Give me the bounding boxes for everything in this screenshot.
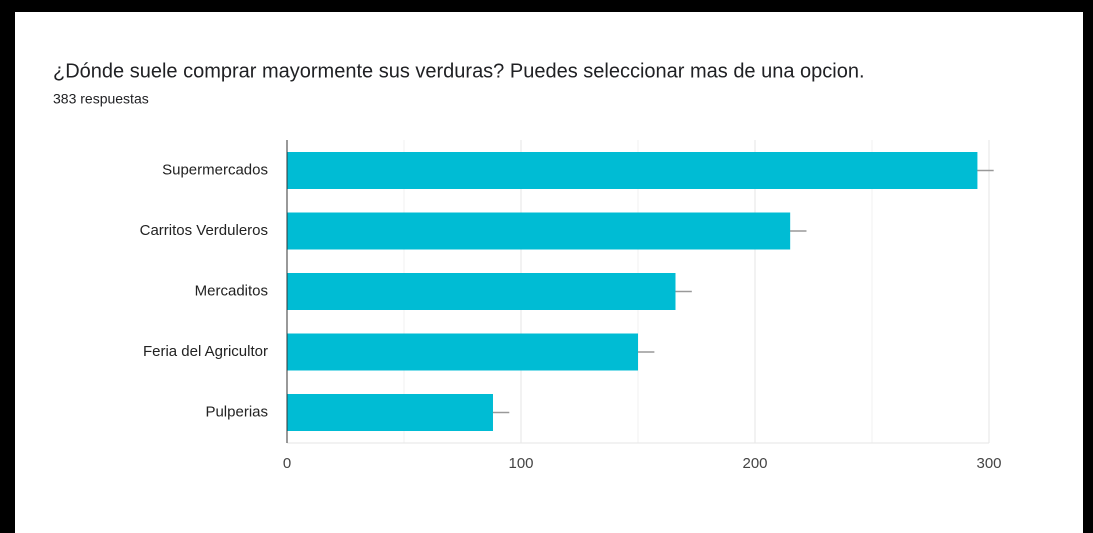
response-count: 383 respuestas (53, 91, 149, 107)
chart-title: ¿Dónde suele comprar mayormente sus verd… (53, 60, 865, 82)
x-tick-label: 300 (976, 455, 1001, 472)
y-tick-label: Supermercados (162, 161, 268, 178)
card (15, 12, 1083, 533)
y-tick-label: Carritos Verduleros (140, 222, 268, 239)
bar-cover (287, 333, 638, 371)
x-tick-label: 200 (742, 455, 767, 472)
y-tick-label: Pulperias (205, 403, 268, 420)
y-tick-label: Mercaditos (195, 282, 268, 299)
bar-cover (287, 212, 791, 250)
y-tick-label: Feria del Agricultor (143, 343, 268, 360)
x-tick-label: 0 (283, 455, 291, 472)
bar-cover (287, 273, 676, 310)
bar-cover (287, 394, 493, 431)
bar-cover (287, 152, 978, 189)
x-tick-label: 100 (508, 455, 533, 472)
